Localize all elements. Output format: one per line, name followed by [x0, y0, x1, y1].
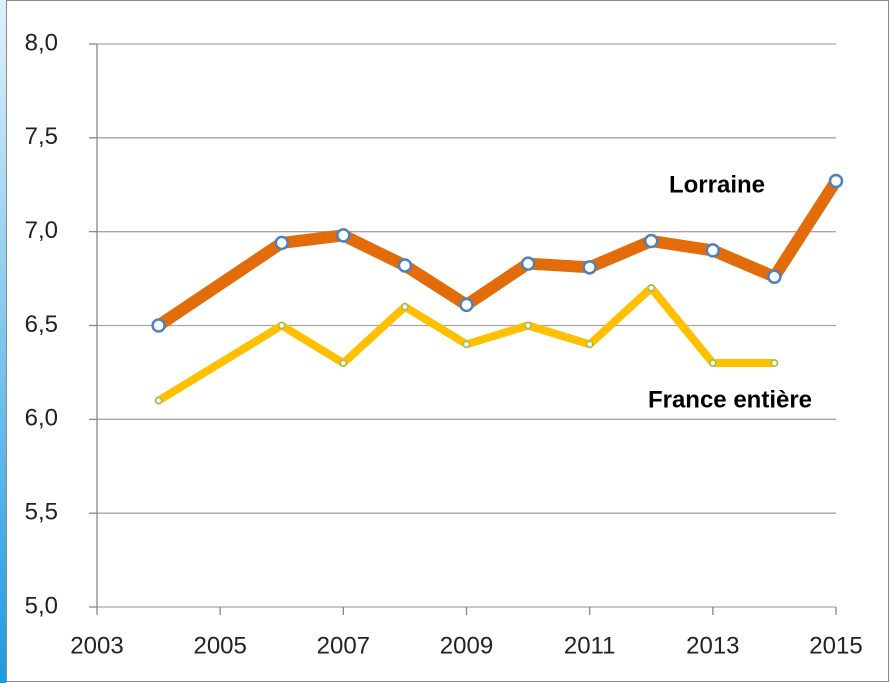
- x-tick-label: 2005: [193, 632, 246, 659]
- data-point: [767, 269, 782, 284]
- chart-border: [6, 0, 889, 682]
- data-point: [709, 359, 717, 367]
- x-tick-label: 2007: [317, 632, 370, 659]
- data-point: [647, 284, 655, 292]
- data-point: [274, 235, 289, 251]
- x-tick-label: 2011: [564, 632, 616, 659]
- y-tick-label: 7,0: [25, 217, 58, 244]
- data-point: [462, 340, 471, 349]
- series-line: [154, 283, 779, 405]
- data-point: [585, 340, 594, 349]
- data-point: [336, 228, 351, 243]
- data-point: [644, 233, 659, 249]
- y-tick-label: 8,0: [25, 29, 58, 56]
- x-tick-label: 2015: [809, 632, 862, 659]
- data-point: [339, 359, 348, 367]
- x-tick-label: 2003: [70, 632, 123, 659]
- data-point: [705, 243, 721, 258]
- data-point: [278, 321, 286, 330]
- y-tick-label: 6,5: [25, 311, 58, 338]
- y-tick-label: 6,0: [25, 405, 58, 432]
- data-point: [401, 302, 409, 311]
- data-point: [154, 396, 163, 405]
- series-label: Lorraine: [669, 171, 765, 198]
- x-tick-label: 2013: [686, 632, 739, 659]
- data-point: [459, 297, 474, 313]
- data-point: [770, 359, 779, 367]
- y-tick-label: 7,5: [25, 123, 58, 150]
- data-point: [151, 318, 166, 333]
- edge-strip: [0, 0, 6, 683]
- data-point: [582, 260, 597, 275]
- data-point: [524, 321, 532, 330]
- data-point: [397, 258, 413, 273]
- y-tick-label: 5,5: [25, 499, 58, 526]
- data-point: [520, 256, 536, 271]
- series-label: France entière: [648, 386, 812, 413]
- data-point: [828, 173, 844, 189]
- y-tick-label: 5,0: [25, 592, 58, 619]
- x-tick-label: 2009: [440, 632, 493, 659]
